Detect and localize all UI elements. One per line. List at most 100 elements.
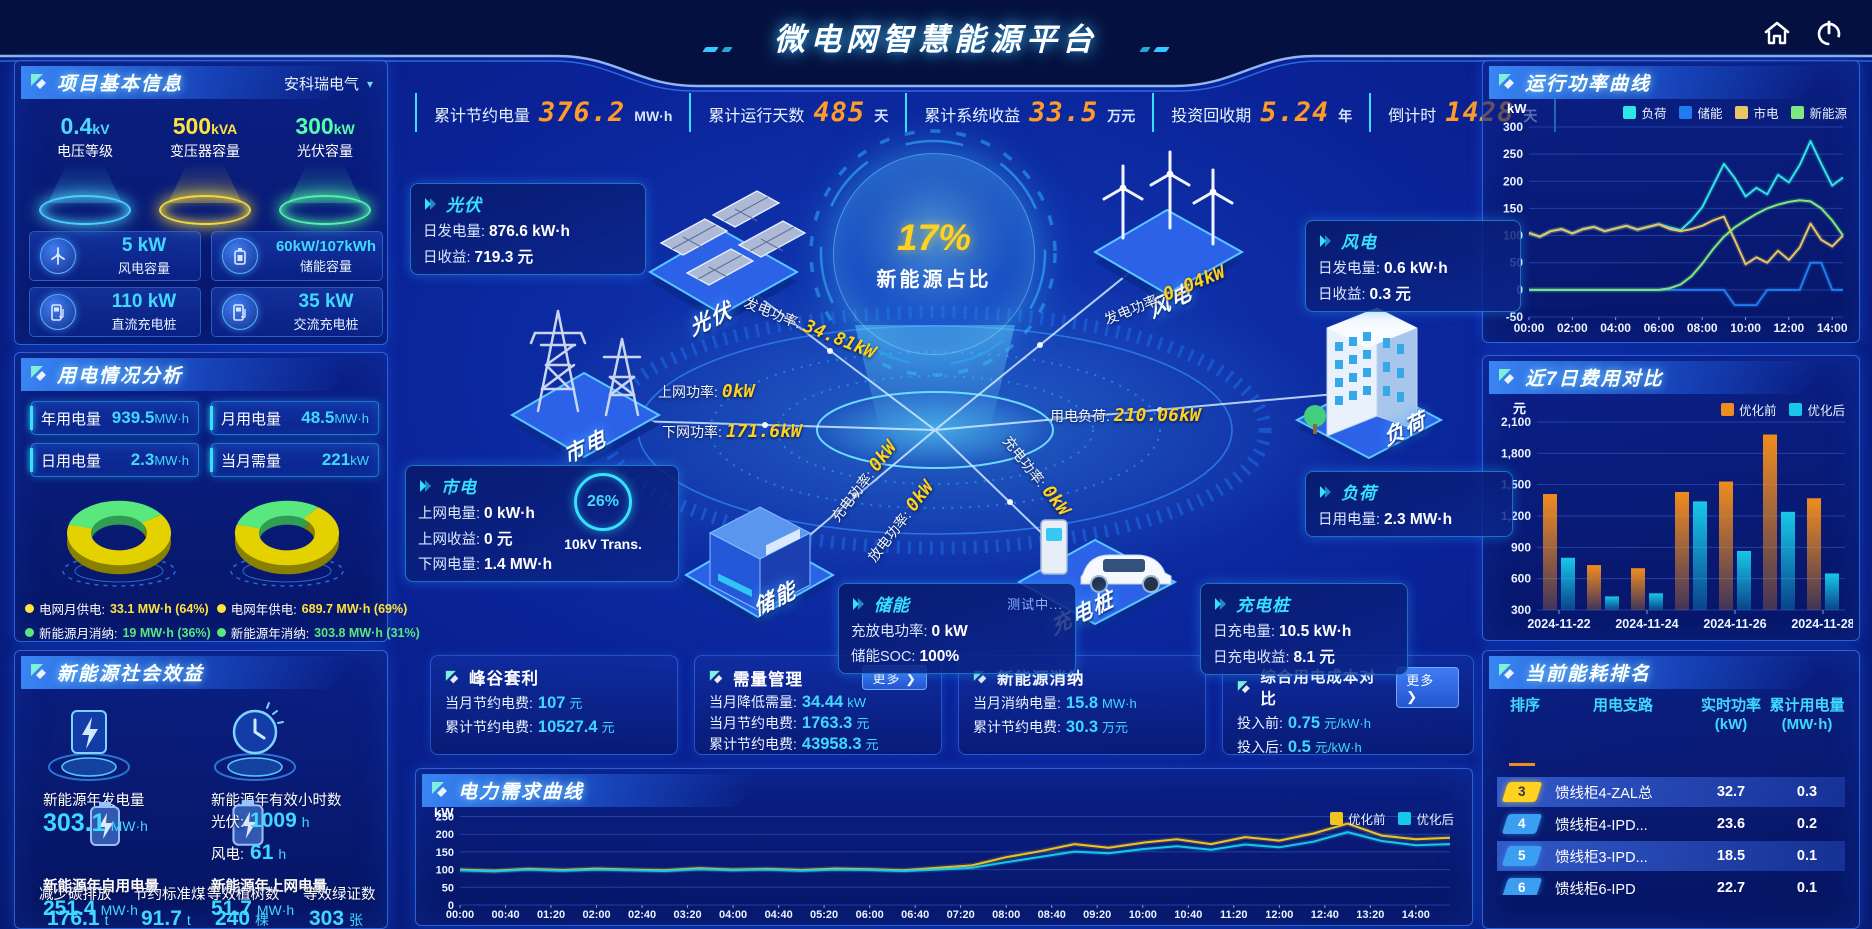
storage-status-badge: 测试中...	[1007, 597, 1063, 612]
svg-text:13:20: 13:20	[1356, 909, 1384, 921]
panel-corner-icon	[31, 74, 46, 89]
svg-text:08:00: 08:00	[992, 909, 1020, 921]
svg-text:03:20: 03:20	[673, 909, 701, 921]
svg-text:100: 100	[436, 865, 454, 877]
panel-corner-icon	[31, 664, 46, 679]
legend-item[interactable]: 负荷	[1623, 103, 1666, 122]
building-icon	[1294, 307, 1444, 466]
home-icon[interactable]	[1760, 16, 1794, 50]
diagram-rings-and-beams	[515, 129, 1381, 588]
legend-item[interactable]: 新能源	[1791, 103, 1847, 122]
pedestal-ring-icon	[159, 195, 251, 225]
flow-draw-power: 下网功率: 171.6kW	[662, 421, 802, 442]
panel-project-header: 项目基本信息	[21, 66, 371, 99]
legend-item[interactable]: 市电	[1735, 103, 1778, 122]
chevron-icon	[425, 197, 436, 210]
svg-text:900: 900	[1511, 540, 1531, 554]
ranking-table-header: 排序 用电支路 实时功率 (kW) 累计用电量 (MW·h)	[1509, 697, 1845, 733]
legend-item[interactable]: 优化前	[1329, 809, 1385, 828]
rank-badge: 4	[1501, 814, 1543, 834]
card-storage-capacity: 60kW/107kWh 储能容量	[211, 231, 383, 281]
demand-chart: 250 200 150 100 50 000:00 00:40 01:20 02:00 02:40…	[436, 812, 1451, 921]
flow-feedin-power: 上网功率: 0kW	[658, 381, 755, 402]
legend-item: 电网年供电: 689.7 MW·h (69%)	[216, 599, 420, 618]
donut-chart-month	[62, 500, 176, 587]
battery-ghost-icon	[90, 802, 120, 846]
kpi-saved-energy: 累计节约电量 376.2 MW·h	[415, 92, 689, 132]
ranking-page-indicator	[1509, 763, 1535, 766]
svg-text:11:20: 11:20	[1220, 909, 1248, 921]
svg-text:50: 50	[442, 882, 454, 894]
svg-text:2,100: 2,100	[1501, 415, 1531, 429]
legend-item: 电网月供电: 33.1 MW·h (64%)	[25, 599, 211, 618]
svg-text:150: 150	[436, 847, 454, 859]
energy-flow-diagram: 17% 新能源占比 光伏 风电	[400, 129, 1521, 675]
svg-text:10:00: 10:00	[1129, 909, 1157, 921]
benefit-coal-value: 91.7 t	[141, 907, 191, 929]
wind-info-box: 风电 日发电量: 0.6 kW·h 日收益: 0.3 元	[1305, 220, 1521, 312]
table-row: 5 馈线柜3-IPD... 18.5 0.1	[1497, 841, 1845, 871]
svg-text:00:00: 00:00	[446, 909, 474, 921]
svg-text:12:00: 12:00	[1774, 321, 1805, 335]
demand-legend: 优化前 优化后	[1329, 809, 1454, 828]
panel-demand-curve: 电力需求曲线 优化前 优化后 kW 250 200 150 100 50 0 00:00 00:…	[415, 768, 1473, 926]
benefit-pv-hours: 光伏: 1009 h	[211, 809, 310, 832]
benefit-coal-label: 节约标准煤	[133, 887, 206, 903]
card-corner-icon	[445, 670, 459, 683]
benefit-gen-label: 新能源年发电量	[43, 793, 145, 809]
svg-text:08:00: 08:00	[1687, 321, 1718, 335]
table-row: 4 馈线柜4-IPD... 23.6 0.2	[1497, 809, 1845, 839]
svg-text:-50: -50	[1506, 310, 1524, 324]
svg-text:09:20: 09:20	[1083, 909, 1111, 921]
benefit-carbon-value: 176.1 t	[47, 907, 109, 929]
svg-text:600: 600	[1511, 572, 1531, 586]
wind-turbines-icon	[1093, 150, 1245, 304]
svg-text:250: 250	[436, 812, 454, 824]
svg-text:1,800: 1,800	[1501, 446, 1531, 460]
stat-month-demand: 当月需量 221kW	[210, 443, 379, 477]
pedestal-ring-icon	[39, 195, 131, 225]
chevron-icon	[420, 479, 431, 492]
legend-item[interactable]: 优化前	[1720, 400, 1776, 419]
legend-item[interactable]: 优化后	[1398, 809, 1454, 828]
panel-power-header: 运行功率曲线	[1489, 66, 1843, 99]
card-peak-valley-arbitrage: 峰谷套利 当月节约电费: 107 元 累计节约电费: 10527.4 元	[430, 655, 678, 755]
card-ac-charger: 35 kW 交流充电桩	[211, 287, 383, 337]
pedestal-transformer: 500kVA 变压器容量	[149, 113, 261, 225]
stat-year-usage: 年用电量 939.5MW·h	[30, 401, 199, 435]
svg-text:2024-11-28: 2024-11-28	[1791, 617, 1853, 631]
svg-text:05:20: 05:20	[810, 909, 838, 921]
donut-legends: 电网月供电: 33.1 MW·h (64%) 新能源月消纳: 19 MW·h (36…	[25, 599, 420, 642]
power-legend: 负荷 储能 市电 新能源	[1623, 103, 1847, 122]
stat-day-usage: 日用电量 2.3MW·h	[30, 443, 199, 477]
title-decor-right	[1138, 24, 1171, 60]
svg-text:150: 150	[1503, 201, 1523, 215]
power-icon[interactable]	[1812, 16, 1846, 50]
chevron-icon	[1215, 597, 1226, 610]
battery-storage-icon	[684, 506, 836, 627]
svg-text:300: 300	[1511, 603, 1531, 617]
svg-text:04:40: 04:40	[765, 909, 793, 921]
benefit-selfuse-value: 251.4 MW·h	[43, 897, 138, 920]
legend-item[interactable]: 优化后	[1789, 400, 1845, 419]
kpi-revenue: 累计系统收益 33.5 万元	[905, 92, 1152, 132]
panel-benefit-header: 新能源社会效益	[21, 656, 371, 689]
charger-info-box: 充电桩 日充电量: 10.5 kW·h 日充电收益: 8.1 元	[1200, 583, 1408, 675]
benefit-trees-value: 240 棵	[215, 907, 270, 929]
company-select[interactable]: 安科瑞电气 ▾	[283, 76, 373, 93]
battery-ghost-icon	[232, 800, 264, 846]
svg-text:06:40: 06:40	[901, 909, 929, 921]
benefit-wind-hours: 风电: 61 h	[211, 841, 287, 864]
benefit-export-value: 51.7 MW·h	[211, 897, 295, 920]
svg-text:200: 200	[1503, 174, 1523, 188]
legend-item[interactable]: 储能	[1679, 103, 1722, 122]
pedestal-voltage: 0.4kV 电压等级	[29, 113, 141, 225]
cost-legend: 优化前 优化后	[1720, 400, 1845, 419]
svg-text:2024-11-22: 2024-11-22	[1527, 617, 1590, 631]
svg-text:00:40: 00:40	[491, 909, 519, 921]
svg-text:00:00: 00:00	[1514, 321, 1545, 335]
svg-text:02:00: 02:00	[1557, 321, 1588, 335]
cost-more-button[interactable]: 更多 ❯	[1396, 666, 1459, 708]
